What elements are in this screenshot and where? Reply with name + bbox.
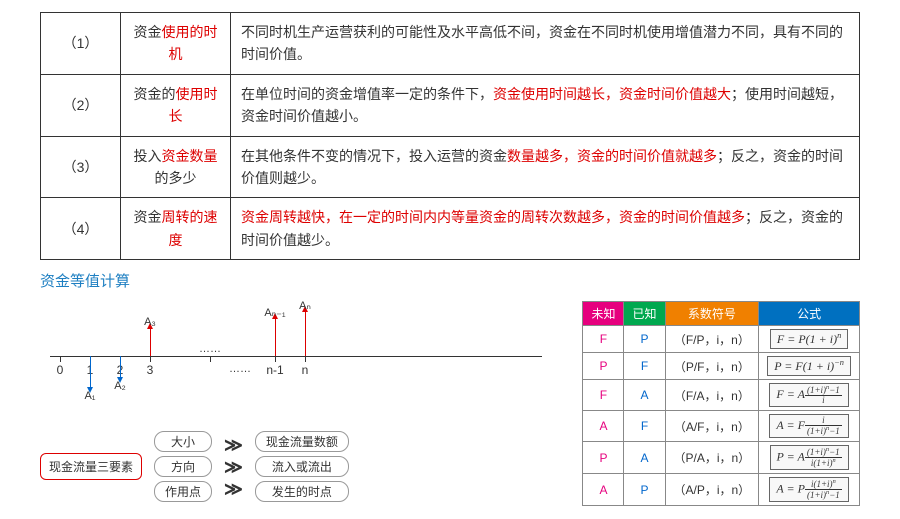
row-term: 投入资金数量的多少	[121, 136, 231, 198]
bottom-row: 0123n-1n…………A₃Aₙ₋₁AₙA₁A₂ 现金流量三要素 大小方向作用点…	[40, 301, 860, 506]
arrow-label: A₂	[114, 380, 126, 392]
tick	[60, 356, 61, 362]
timeline-axis	[50, 356, 542, 357]
formula-known: F	[624, 353, 665, 380]
formula-unknown: F	[583, 380, 624, 411]
cashflow-arrow-up	[305, 311, 306, 356]
formula-known: A	[624, 380, 665, 411]
formula-known: F	[624, 411, 665, 442]
row-num: （4）	[41, 198, 121, 260]
formula-header: 已知	[624, 302, 665, 326]
row-num: （3）	[41, 136, 121, 198]
tick	[275, 356, 276, 362]
dots: ……	[229, 363, 251, 375]
formula-expr: F = A(1+i)n−1i	[759, 380, 860, 411]
formula-symbol: （F/P，i，n）	[665, 326, 759, 353]
formula-expr: P = A(1+i)n−1i(1+i)n	[759, 442, 860, 474]
formula-known: P	[624, 326, 665, 353]
formula-unknown: P	[583, 442, 624, 474]
arrow-label: Aₙ₋₁	[264, 306, 285, 319]
factor-right: 流入或流出	[255, 456, 349, 477]
cashflow-arrow-up	[150, 328, 151, 356]
chevron-icon: ≫	[224, 436, 243, 454]
factor-right: 现金流量数额	[255, 431, 349, 452]
chevron-icon: ≫	[224, 458, 243, 476]
formula-known: A	[624, 442, 665, 474]
arrow-label: Aₙ	[299, 299, 311, 312]
formula-symbol: （A/F，i，n）	[665, 411, 759, 442]
section-title: 资金等值计算	[40, 270, 860, 291]
dots: ……	[199, 343, 221, 355]
formula-symbol: （F/A，i，n）	[665, 380, 759, 411]
factor-right: 发生的时点	[255, 481, 349, 502]
formula-known: P	[624, 474, 665, 506]
formula-expr: P = F(1 + i)−n	[759, 353, 860, 380]
formula-unknown: A	[583, 411, 624, 442]
formula-symbol: （P/A，i，n）	[665, 442, 759, 474]
tick	[210, 356, 211, 362]
tick-label: n	[302, 363, 309, 377]
row-term: 资金使用的时机	[121, 13, 231, 75]
row-desc: 在其他条件不变的情况下，投入运营的资金数量越多，资金的时间价值就越多；反之，资金…	[231, 136, 860, 198]
factors-table: （1）资金使用的时机不同时机生产运营获利的可能性及水平高低不间，资金在不同时机使…	[40, 12, 860, 260]
formula-header: 公式	[759, 302, 860, 326]
formula-table: 未知已知系数符号公式 FP（F/P，i，n）F = P(1 + i)nPF（P/…	[582, 301, 860, 506]
three-factors-title: 现金流量三要素	[40, 453, 142, 480]
row-num: （1）	[41, 13, 121, 75]
formula-unknown: P	[583, 353, 624, 380]
row-term: 资金周转的速度	[121, 198, 231, 260]
formula-expr: F = P(1 + i)n	[759, 326, 860, 353]
formula-symbol: （P/F，i，n）	[665, 353, 759, 380]
formula-header: 系数符号	[665, 302, 759, 326]
cashflow-arrow-down	[90, 356, 91, 388]
cashflow-arrow-up	[275, 318, 276, 356]
factor-left: 方向	[154, 456, 212, 477]
tick	[305, 356, 306, 362]
row-desc: 在单位时间的资金增值率一定的条件下，资金使用时间越长，资金时间价值越大；使用时间…	[231, 74, 860, 136]
factor-left: 作用点	[154, 481, 212, 502]
formula-symbol: （A/P，i，n）	[665, 474, 759, 506]
row-desc: 资金周转越快，在一定的时间内内等量资金的周转次数越多，资金的时间价值越多；反之，…	[231, 198, 860, 260]
row-term: 资金的使用时长	[121, 74, 231, 136]
factor-left: 大小	[154, 431, 212, 452]
row-desc: 不同时机生产运营获利的可能性及水平高低不间，资金在不同时机使用增值潜力不同，具有…	[231, 13, 860, 75]
formula-header: 未知	[583, 302, 624, 326]
cashflow-arrow-down	[120, 356, 121, 378]
tick	[150, 356, 151, 362]
three-factors: 现金流量三要素 大小方向作用点 ≫ ≫ ≫ 现金流量数额流入或流出发生的时点	[40, 431, 562, 502]
row-num: （2）	[41, 74, 121, 136]
formula-expr: A = Pi(1+i)n(1+i)n−1	[759, 474, 860, 506]
chevron-icon: ≫	[224, 480, 243, 498]
arrow-label: A₃	[144, 316, 156, 328]
tick-label: n-1	[266, 363, 283, 377]
formula-unknown: A	[583, 474, 624, 506]
formula-unknown: F	[583, 326, 624, 353]
formula-expr: A = Fi(1+i)n−1	[759, 411, 860, 442]
arrow-label: A₁	[84, 390, 95, 402]
tick-label: 0	[57, 363, 64, 377]
tick-label: 3	[147, 363, 154, 377]
cashflow-diagram: 0123n-1n…………A₃Aₙ₋₁AₙA₁A₂ 现金流量三要素 大小方向作用点…	[40, 301, 562, 502]
